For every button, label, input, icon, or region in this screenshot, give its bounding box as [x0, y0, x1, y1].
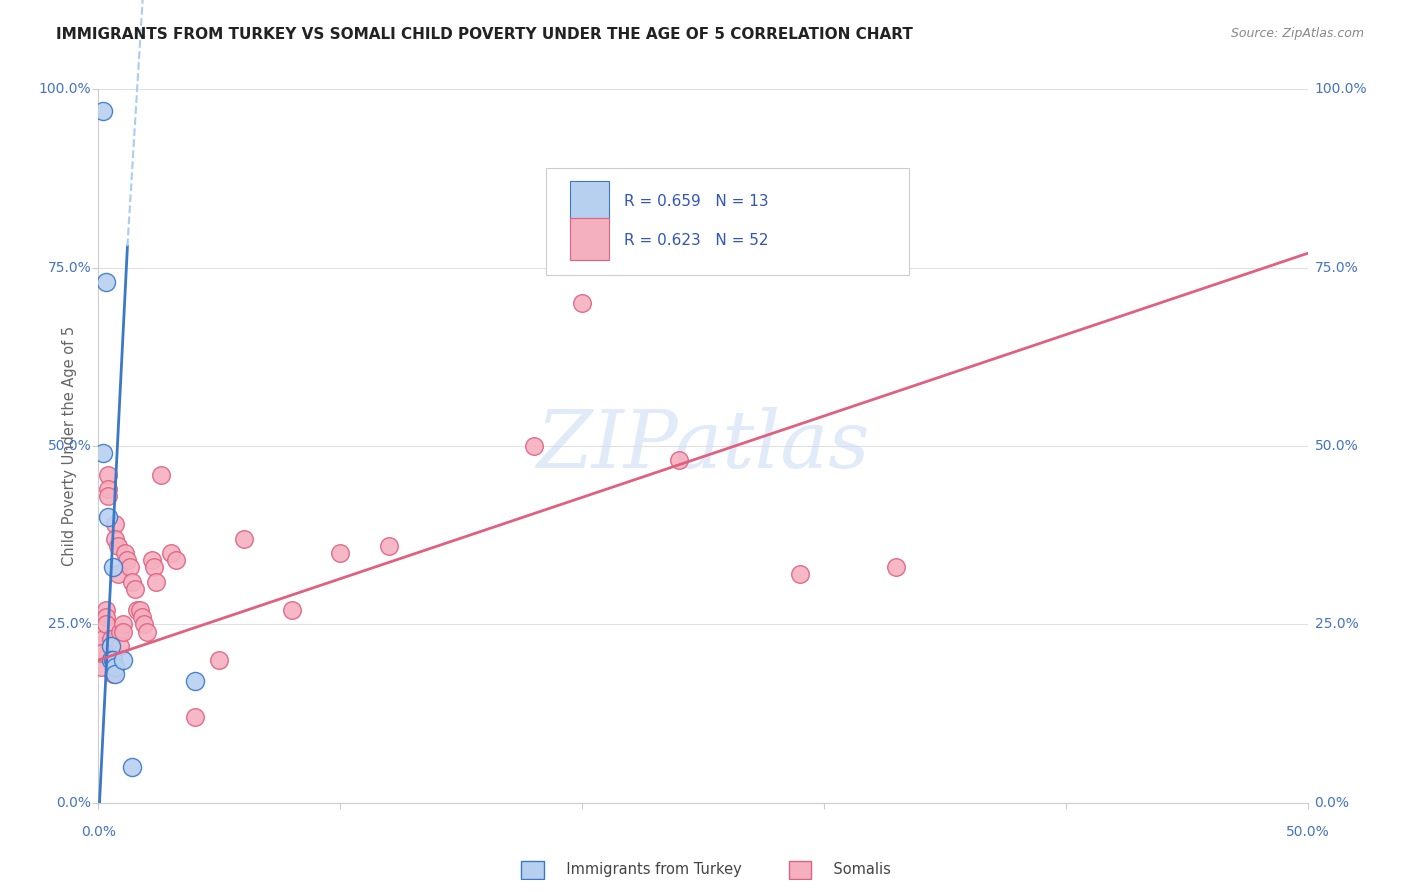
Point	[91, 446, 114, 460]
Text: 75.0%: 75.0%	[48, 260, 91, 275]
Point	[208, 653, 231, 667]
FancyBboxPatch shape	[546, 168, 908, 275]
FancyBboxPatch shape	[569, 180, 609, 223]
Point	[97, 482, 120, 496]
Point	[94, 275, 117, 289]
Text: Somalis: Somalis	[801, 863, 891, 877]
Point	[90, 639, 112, 653]
Point	[124, 582, 146, 596]
Point	[94, 603, 117, 617]
Point	[101, 560, 124, 574]
Y-axis label: Child Poverty Under the Age of 5: Child Poverty Under the Age of 5	[62, 326, 77, 566]
Point	[143, 560, 166, 574]
Point	[135, 624, 157, 639]
Point	[118, 560, 141, 574]
Text: Immigrants from Turkey: Immigrants from Turkey	[534, 863, 742, 877]
Point	[101, 646, 124, 660]
Point	[100, 653, 122, 667]
Point	[121, 574, 143, 589]
Point	[104, 532, 127, 546]
Point	[108, 639, 131, 653]
Point	[523, 439, 546, 453]
Text: 75.0%: 75.0%	[1315, 260, 1358, 275]
Text: 50.0%: 50.0%	[1315, 439, 1358, 453]
Point	[886, 560, 908, 574]
Text: R = 0.623   N = 52: R = 0.623 N = 52	[624, 233, 769, 248]
Point	[184, 710, 207, 724]
Point	[101, 667, 124, 681]
Text: 100.0%: 100.0%	[39, 82, 91, 96]
Point	[90, 660, 112, 674]
Point	[111, 624, 134, 639]
Point	[101, 653, 124, 667]
Point	[329, 546, 352, 560]
Point	[111, 653, 134, 667]
Point	[111, 617, 134, 632]
Point	[789, 567, 811, 582]
Point	[107, 539, 129, 553]
Point	[134, 617, 156, 632]
Point	[117, 553, 139, 567]
Point	[114, 546, 136, 560]
Point	[165, 553, 187, 567]
Point	[160, 546, 183, 560]
Text: 25.0%: 25.0%	[1315, 617, 1358, 632]
Text: 25.0%: 25.0%	[48, 617, 91, 632]
Text: IMMIGRANTS FROM TURKEY VS SOMALI CHILD POVERTY UNDER THE AGE OF 5 CORRELATION CH: IMMIGRANTS FROM TURKEY VS SOMALI CHILD P…	[56, 27, 912, 42]
Text: Source: ZipAtlas.com: Source: ZipAtlas.com	[1230, 27, 1364, 40]
Point	[108, 624, 131, 639]
Point	[97, 489, 120, 503]
Point	[100, 639, 122, 653]
Point	[94, 610, 117, 624]
Point	[104, 667, 127, 681]
Point	[619, 253, 641, 268]
Point	[184, 674, 207, 689]
Point	[104, 517, 127, 532]
Point	[94, 617, 117, 632]
Point	[145, 574, 167, 589]
Point	[91, 103, 114, 118]
Point	[104, 660, 127, 674]
Point	[91, 632, 114, 646]
Point	[127, 603, 149, 617]
Point	[100, 639, 122, 653]
Point	[100, 632, 122, 646]
Text: 100.0%: 100.0%	[1315, 82, 1367, 96]
Point	[668, 453, 690, 467]
Text: 0.0%: 0.0%	[82, 825, 115, 839]
Text: 0.0%: 0.0%	[56, 796, 91, 810]
Point	[571, 296, 593, 310]
Point	[377, 539, 399, 553]
Text: 50.0%: 50.0%	[48, 439, 91, 453]
Point	[150, 467, 173, 482]
Text: 0.0%: 0.0%	[1315, 796, 1350, 810]
Text: R = 0.659   N = 13: R = 0.659 N = 13	[624, 194, 769, 210]
Point	[91, 646, 114, 660]
FancyBboxPatch shape	[569, 219, 609, 260]
Point	[128, 603, 150, 617]
Point	[281, 603, 304, 617]
Text: ZIPatlas: ZIPatlas	[536, 408, 870, 484]
Point	[107, 567, 129, 582]
Point	[97, 510, 120, 524]
Text: 50.0%: 50.0%	[1285, 825, 1330, 839]
Point	[121, 760, 143, 774]
Point	[100, 653, 122, 667]
Point	[141, 553, 163, 567]
Point	[97, 467, 120, 482]
Point	[232, 532, 254, 546]
Point	[90, 646, 112, 660]
Point	[131, 610, 153, 624]
